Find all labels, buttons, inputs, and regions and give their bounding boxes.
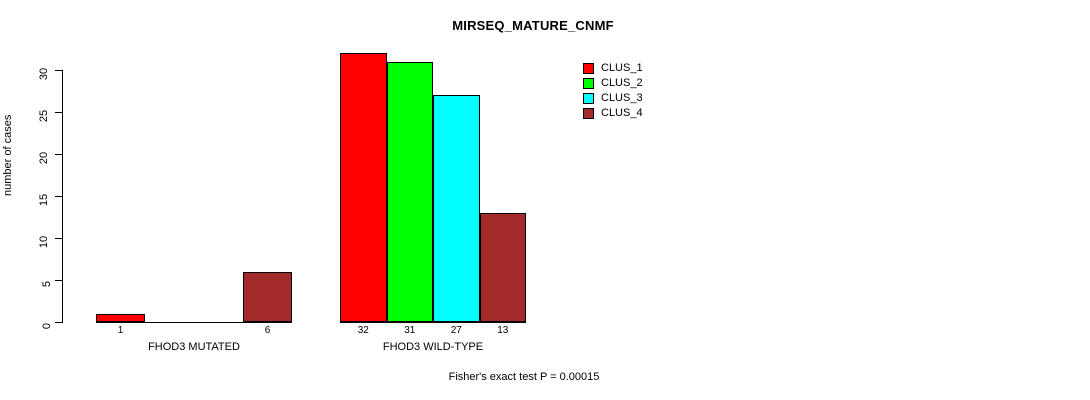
bar (386, 61, 433, 322)
y-axis-tick-label: 0 (40, 322, 53, 330)
statistics-annotation: Fisher's exact test P = 0.00015 (0, 371, 1090, 383)
y-axis-tick-mark (55, 112, 62, 113)
y-axis-tick-label: 10 (37, 235, 50, 249)
fisher-test-text: Fisher's exact test P = 0.00015 (448, 371, 600, 383)
chart-title-text: MIRSEQ_MATURE_CNMF (452, 18, 614, 33)
bar-value-label: 1 (117, 325, 124, 336)
y-axis-tick-label: 30 (37, 67, 50, 81)
y-axis-tick-label: 25 (37, 109, 50, 123)
bar-value-label: 13 (497, 325, 509, 336)
legend-label: CLUS_3 (601, 92, 643, 104)
legend-swatch-icon (583, 78, 594, 89)
legend-label: CLUS_2 (601, 77, 643, 89)
group-label: FHOD3 WILD-TYPE (382, 341, 484, 353)
y-axis-tick-label: 20 (37, 151, 50, 165)
group-label: FHOD3 MUTATED (148, 341, 240, 353)
y-axis-tick-label: 5 (40, 280, 53, 288)
y-axis-tick-mark (55, 238, 62, 239)
legend-swatch-icon (583, 63, 594, 74)
y-axis-tick-mark (55, 154, 62, 155)
bar (96, 313, 145, 322)
legend: CLUS_1 CLUS_2 CLUS_3 CLUS_4 (583, 61, 643, 121)
y-axis-tick-mark (55, 322, 62, 323)
bar (243, 271, 292, 322)
y-axis-tick-mark (55, 280, 62, 281)
x-axis-baseline (340, 322, 526, 323)
x-axis-baseline (96, 322, 292, 323)
legend-item: CLUS_2 (583, 76, 643, 91)
legend-item: CLUS_4 (583, 106, 643, 121)
bar (340, 53, 387, 322)
bar-value-label: 6 (264, 325, 271, 336)
bar-value-label: 32 (357, 325, 369, 336)
legend-item: CLUS_1 (583, 61, 643, 76)
bar-value-label: 31 (404, 325, 416, 336)
y-axis-line (62, 70, 63, 323)
y-axis-tick-mark (55, 196, 62, 197)
legend-swatch-icon (583, 93, 594, 104)
y-axis-tick-mark (55, 70, 62, 71)
legend-item: CLUS_3 (583, 91, 643, 106)
legend-swatch-icon (583, 108, 594, 119)
legend-label: CLUS_1 (601, 62, 643, 74)
bar (479, 212, 526, 322)
page-title: MIRSEQ_MATURE_CNMF (0, 18, 1090, 33)
bar (433, 95, 480, 322)
legend-label: CLUS_4 (601, 107, 643, 119)
bar-value-label: 27 (450, 325, 462, 336)
y-axis-tick-label: 15 (37, 193, 50, 207)
